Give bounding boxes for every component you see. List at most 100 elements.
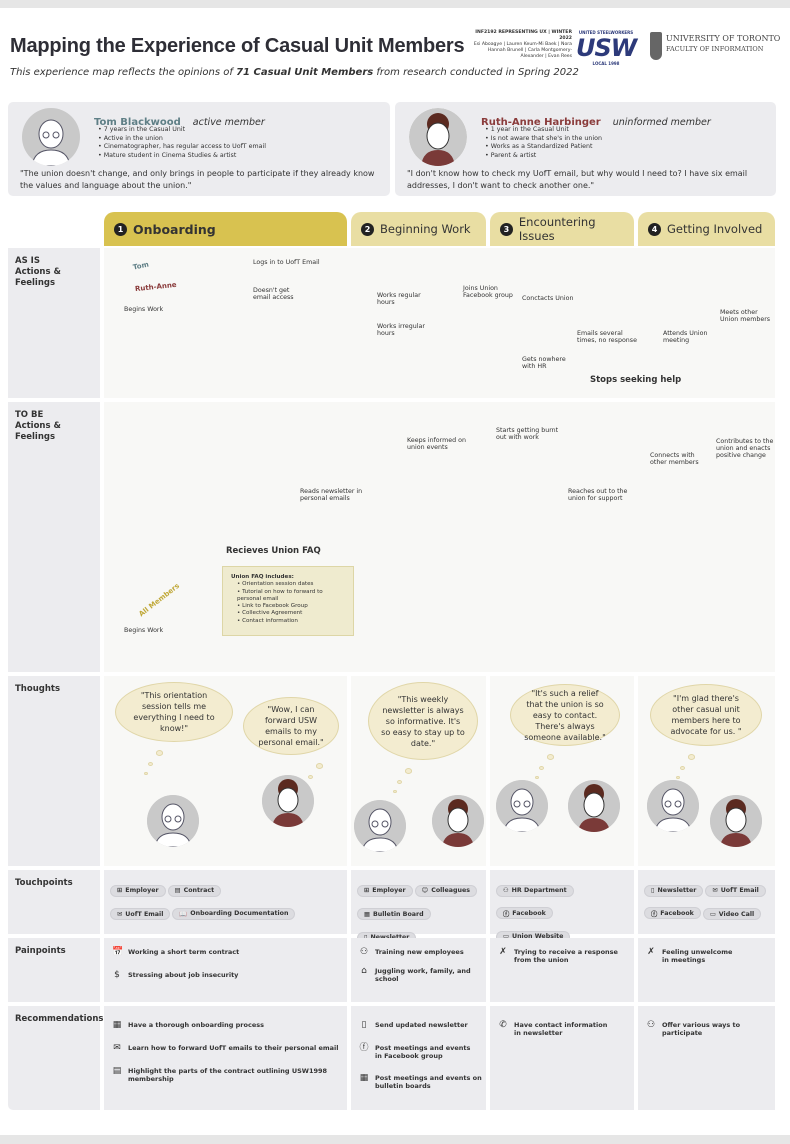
usw-logo-text: USW — [576, 34, 637, 62]
touchpoint-label: Colleagues — [431, 887, 470, 894]
unwelcome-icon: ✗ — [647, 947, 655, 957]
recommendations-list: ⚇ Offer various ways to participate — [638, 1006, 775, 1038]
touchpoint-chip[interactable]: ▯Newsletter — [644, 884, 704, 897]
touchpoint-label: Contract — [183, 887, 215, 894]
facebook-icon: ⓕ — [359, 1043, 369, 1053]
recommendation-item: ✉ Learn how to forward UofT emails to the… — [112, 1044, 347, 1053]
painpoints-list: ⚇ Training new employees ⌂ Juggling work, f… — [351, 938, 486, 984]
person-icon: ☺ — [421, 887, 429, 894]
tom-step-label: Joins Union Facebook group — [463, 285, 513, 299]
recommendation-item: ⚇ Offer various ways to participate — [646, 1020, 775, 1038]
authors: Esi Aboagye | Lauren Keum-Mi Baek | Nora… — [473, 42, 572, 59]
touchpoint-chip[interactable]: ✉UofT Email — [705, 884, 766, 897]
faq-item: Collective Agreement — [237, 610, 345, 617]
thought-dot — [397, 780, 402, 784]
to-be-step-label: Reads newsletter in personal emails — [300, 488, 363, 502]
tom-step-label: Works regular hours — [377, 292, 421, 306]
painpoint-text: Trying to receive a response from the un… — [514, 948, 618, 964]
phase-tab-onboarding[interactable]: 1 Onboarding — [104, 212, 347, 246]
touchpoint-chip[interactable]: ▭ Video Call — [702, 908, 762, 920]
tom-avatar — [496, 780, 548, 832]
touchpoint-chip[interactable]: ✉UofT Email — [110, 908, 171, 920]
painpoints-list: ✗ Trying to receive a response from the u… — [490, 938, 634, 965]
people-icon: ⚇ — [503, 887, 509, 894]
people-icon: ⚇ — [646, 1020, 656, 1030]
tom-avatar — [147, 795, 199, 847]
persona-card: Tom Blackwood active member7 years in the… — [8, 102, 390, 196]
phase-label: Beginning Work — [380, 222, 471, 236]
contract-icon: ▤ — [174, 887, 181, 894]
phase-label: Getting Involved — [667, 222, 763, 236]
union-faq-callout: Union FAQ includes:Orientation session d… — [222, 566, 354, 636]
email-icon: ✉ — [712, 887, 718, 894]
painpoints-cell: ✗ Feeling unwelcome in meetings — [638, 938, 775, 1002]
touchpoint-label: Employer — [125, 887, 159, 894]
no-contact-icon: ✗ — [499, 947, 507, 957]
touchpoint-chip[interactable]: ▦ Bulletin Board — [357, 908, 431, 920]
painpoints-list: ✗ Feeling unwelcome in meetings — [638, 938, 775, 965]
row-label-thoughts: Thoughts — [8, 676, 100, 866]
thought-bubble: "It's such a relief that the union is so… — [510, 684, 620, 746]
faq-list: Orientation session datesTutorial on how… — [231, 581, 345, 625]
persona-fact: Works as a Standardized Patient — [485, 143, 602, 152]
phase-number: 1 — [114, 222, 127, 236]
thought-bubble: "I'm glad there's other casual unit memb… — [650, 684, 762, 746]
subtitle-highlight: 71 Casual Unit Members — [236, 67, 374, 78]
touchpoint-chip[interactable]: ▤ Contract — [167, 884, 222, 897]
facebook-icon: ⓕ — [503, 910, 510, 918]
begins-work-label: Begins Work — [124, 306, 164, 313]
recommendation-item: ⓕ Post meetings and events in Facebook gr… — [359, 1043, 486, 1061]
recommendation-text: Offer various ways to participate — [662, 1021, 741, 1037]
contact-icon: ✆ — [499, 1020, 507, 1030]
recommendation-text: Post meetings and events in Facebook gro… — [375, 1044, 471, 1060]
persona-quote: "I don't know how to check my UofT email… — [407, 169, 748, 190]
row-label-recommendations: Recommendations — [8, 1006, 103, 1110]
uoft-crest-icon — [650, 32, 662, 60]
touchpoint-chip[interactable]: 📖 Onboarding Documentation — [172, 907, 296, 920]
to-be-step-label: Begins Work — [124, 627, 164, 634]
touchpoint-label: Newsletter — [370, 934, 409, 941]
row-label-as-is: AS IS Actions & Feelings — [8, 248, 100, 398]
persona-fact: Parent & artist — [485, 152, 602, 161]
touchpoint-label: Employer — [372, 887, 406, 894]
recommendation-item: ▯ Send updated newsletter — [359, 1021, 486, 1030]
thought-dot — [148, 762, 153, 766]
document-icon: ▯ — [364, 934, 367, 941]
recommendation-item: ▦ Have a thorough onboarding process — [112, 1021, 347, 1030]
to-be-step-label: Keeps informed on union events — [407, 437, 466, 451]
persona-quote: "The union doesn't change, and only brin… — [20, 169, 375, 190]
touchpoint-chip[interactable]: ⊞ Employer — [357, 884, 413, 897]
email-icon: ✉ — [117, 910, 123, 918]
board-icon: ▦ — [359, 1073, 369, 1083]
persona-header: Ruth-Anne Harbinger uninformed member — [481, 110, 711, 129]
tom-step-label: Attends Union meeting — [663, 330, 708, 344]
touchpoint-chip[interactable]: ☺ Colleagues — [414, 884, 477, 897]
video-icon: ▭ — [709, 910, 716, 918]
page-subtitle: This experience map reflects the opinion… — [10, 67, 579, 78]
uoft-logo-line1: UNIVERSITY OF TORONTO — [666, 34, 781, 43]
row-area-to-be — [104, 402, 775, 672]
phase-tab-encountering-issues[interactable]: 3 Encountering Issues — [490, 212, 634, 246]
phase-tab-beginning-work[interactable]: 2 Beginning Work — [351, 212, 486, 246]
painpoint-text: Juggling work, family, and school — [375, 967, 471, 983]
phase-number: 3 — [500, 222, 513, 236]
thought-dot — [405, 768, 412, 774]
persona-name: Ruth-Anne Harbinger — [481, 117, 601, 128]
touchpoints-cell: ⊞ Employer ▤ Contract ✉ UofT Email 📖 Onboarding… — [104, 870, 347, 934]
touchpoint-chip[interactable]: ⚇ HR Department — [496, 884, 574, 897]
thought-dot — [156, 750, 163, 756]
touchpoint-chip[interactable]: ⊞ Employer — [110, 884, 166, 897]
painpoints-cell: ⚇ Training new employees ⌂ Juggling work, f… — [351, 938, 486, 1002]
painpoint-text: Feeling unwelcome in meetings — [662, 948, 733, 964]
usw-logo-top: UNITED STEELWORKERS — [578, 30, 634, 35]
uoft-logo-line2: FACULTY OF INFORMATION — [666, 45, 764, 53]
touchpoint-label: UofT Email — [720, 887, 759, 894]
ruth-anne-avatar — [262, 775, 314, 827]
painpoint-item: ✗ Trying to receive a response from the u… — [498, 947, 634, 965]
phase-tab-getting-involved[interactable]: 4 Getting Involved — [638, 212, 775, 246]
thought-dot — [539, 766, 544, 770]
faq-item: Link to Facebook Group — [237, 603, 345, 610]
